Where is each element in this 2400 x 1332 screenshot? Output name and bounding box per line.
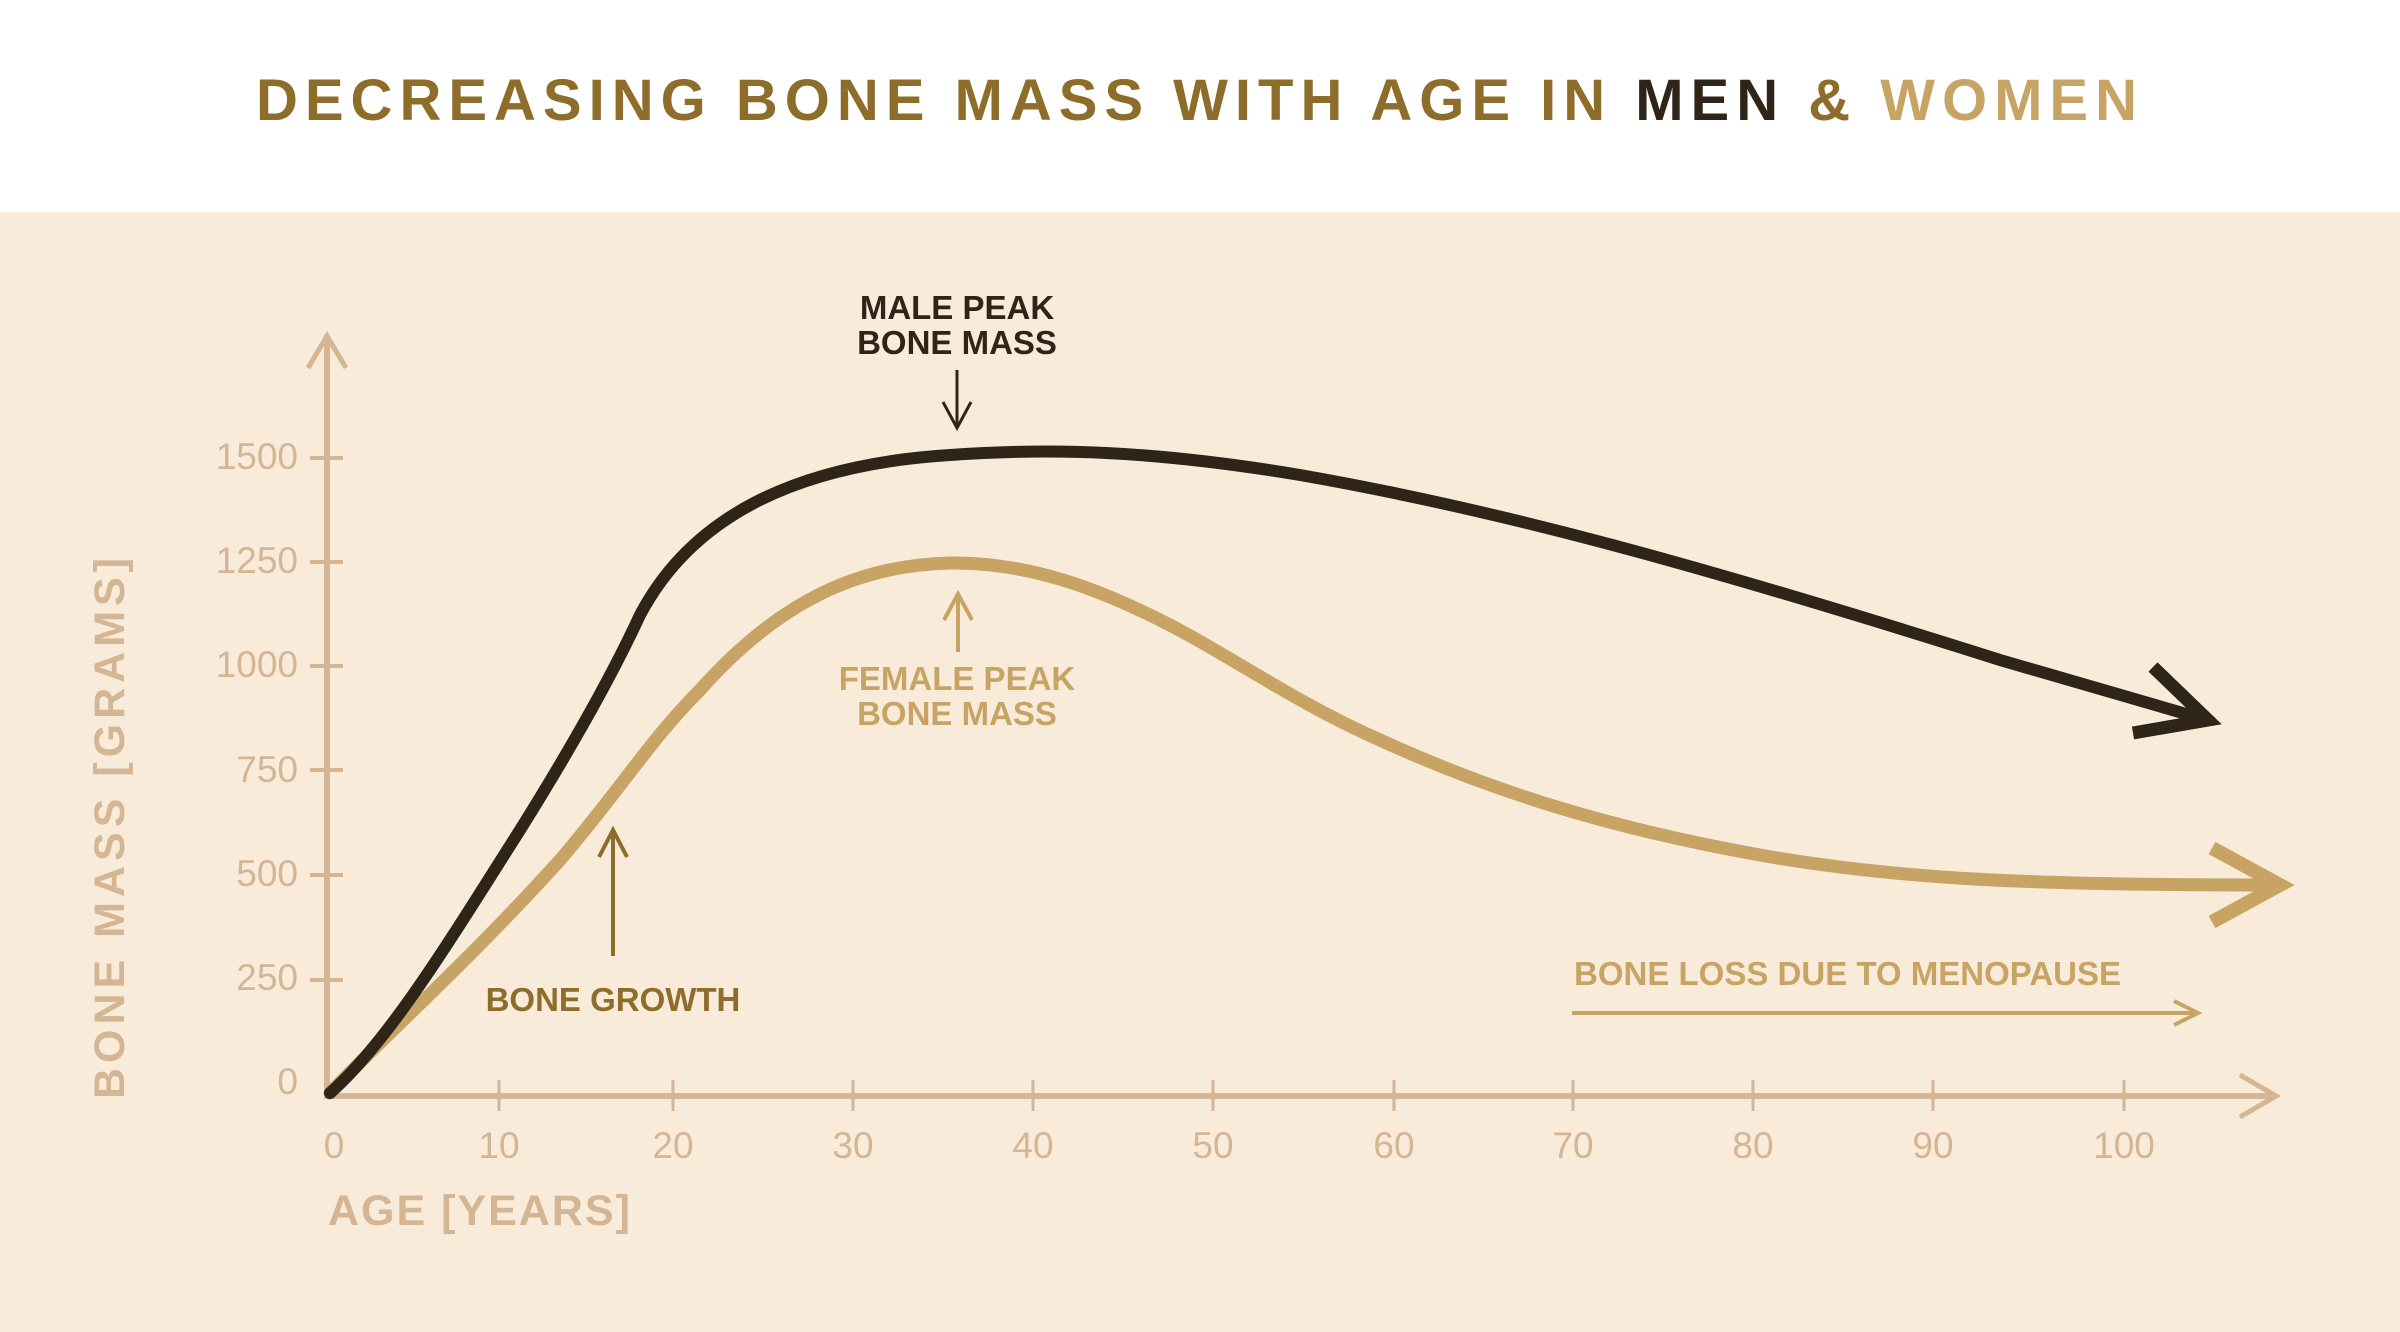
y-axis-title: BONE MASS [GRAMS]	[86, 552, 134, 1100]
x-tick-label: 80	[1732, 1125, 1774, 1166]
bone-growth-arrow-icon	[597, 825, 629, 956]
chart-title: DECREASING BONE MASS WITH AGE IN MEN & W…	[0, 66, 2400, 136]
y-tick-label: 1500	[215, 436, 298, 477]
male-peak-line2: BONE MASS	[857, 324, 1057, 361]
x-tick-label: 0	[323, 1125, 345, 1166]
x-axis-arrow-icon	[2238, 1072, 2281, 1120]
x-tick-label: 40	[1012, 1125, 1054, 1166]
y-tick-label: 250	[236, 957, 298, 998]
female-peak-annotation: FEMALE PEAK BONE MASS	[807, 661, 1107, 731]
title-women: WOMEN	[1880, 68, 2144, 133]
female-peak-arrow-icon	[942, 589, 974, 652]
x-tick-label: 20	[652, 1125, 694, 1166]
x-tick-label: 60	[1373, 1125, 1415, 1166]
y-tick-label: 1250	[215, 540, 298, 581]
series-men	[324, 445, 2222, 1099]
women-arrow-icon	[2208, 841, 2295, 929]
male-peak-arrow-icon	[941, 370, 973, 432]
men-arrow-icon	[2131, 662, 2222, 740]
title-men: MEN	[1635, 68, 1786, 133]
x-axis	[324, 1072, 2281, 1120]
x-tick-label: 90	[1912, 1125, 1954, 1166]
title-ampersand: &	[1785, 68, 1881, 133]
male-peak-line1: MALE PEAK	[859, 289, 1055, 326]
x-tick-label: 50	[1192, 1125, 1234, 1166]
x-axis-title: AGE [YEARS]	[328, 1187, 632, 1235]
menopause-annotation: BONE LOSS DUE TO MENOPAUSE	[1574, 955, 2122, 992]
y-tick-label: 750	[236, 749, 298, 790]
female-peak-line2: BONE MASS	[857, 695, 1057, 732]
header: DECREASING BONE MASS WITH AGE IN MEN & W…	[0, 0, 2400, 212]
menopause-arrow-icon	[1572, 999, 2203, 1027]
bone-growth-annotation: BONE GROWTH	[485, 981, 741, 1018]
male-peak-annotation: MALE PEAK BONE MASS	[807, 290, 1107, 360]
chart-panel	[0, 212, 2400, 1332]
y-axis-arrow-icon	[305, 331, 349, 370]
series-women	[323, 556, 2295, 1100]
x-tick-label: 70	[1552, 1125, 1594, 1166]
x-tick-label: 100	[2093, 1125, 2155, 1166]
female-peak-line1: FEMALE PEAK	[838, 660, 1076, 697]
y-tick-label: 1000	[215, 644, 298, 685]
y-tick-label: 0	[277, 1061, 298, 1102]
y-axis	[305, 331, 349, 1098]
x-tick-label: 10	[478, 1125, 520, 1166]
y-tick-label: 500	[236, 853, 298, 894]
x-tick-label: 30	[832, 1125, 874, 1166]
title-main: DECREASING BONE MASS WITH AGE IN	[255, 68, 1636, 133]
